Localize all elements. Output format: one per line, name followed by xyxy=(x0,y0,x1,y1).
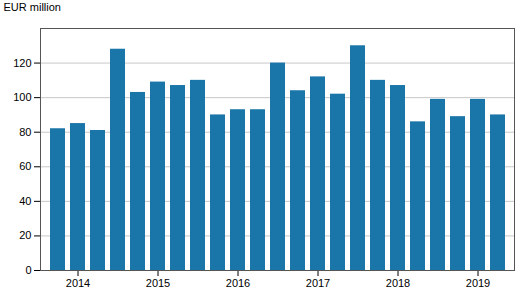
svg-text:EUR million: EUR million xyxy=(4,1,61,13)
svg-text:2018: 2018 xyxy=(386,277,410,289)
svg-text:120: 120 xyxy=(13,57,31,69)
svg-text:100: 100 xyxy=(13,91,31,103)
svg-text:2019: 2019 xyxy=(466,277,490,289)
svg-text:60: 60 xyxy=(19,160,31,172)
svg-text:0: 0 xyxy=(25,264,31,276)
svg-text:40: 40 xyxy=(19,195,31,207)
svg-text:2016: 2016 xyxy=(226,277,250,289)
svg-text:80: 80 xyxy=(19,126,31,138)
svg-text:2015: 2015 xyxy=(146,277,170,289)
svg-text:20: 20 xyxy=(19,229,31,241)
svg-text:2014: 2014 xyxy=(66,277,90,289)
svg-text:2017: 2017 xyxy=(306,277,330,289)
